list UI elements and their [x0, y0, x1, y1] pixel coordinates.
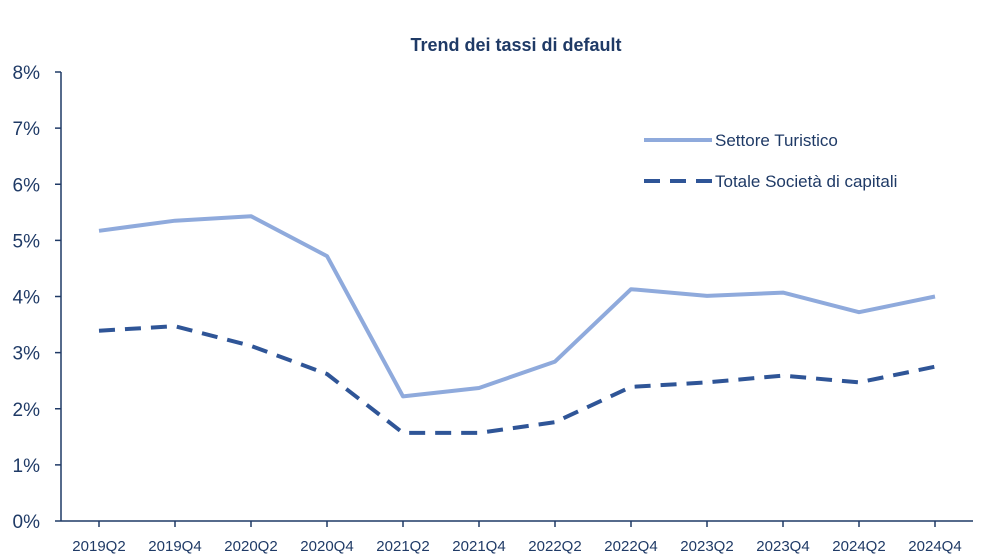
x-tick-label: 2021Q4 [452, 538, 505, 555]
x-tick-label: 2024Q4 [908, 538, 961, 555]
series-line-2 [98, 324, 936, 435]
series-lines [98, 214, 936, 435]
y-tick-label: 8% [13, 63, 41, 84]
y-axis-ticks: 0% 1% 2% 3% 4% 5% 6% 7% 8% [13, 63, 61, 533]
y-tick-label: 0% [13, 512, 41, 533]
y-tick-label: 5% [13, 231, 41, 252]
x-tick-label: 2022Q2 [528, 538, 581, 555]
x-tick-label: 2020Q4 [300, 538, 353, 555]
x-tick-label: 2019Q2 [72, 538, 125, 555]
x-tick-label: 2023Q4 [756, 538, 809, 555]
y-tick-label: 7% [13, 119, 41, 140]
legend: Settore Turistico Totale Società di capit… [644, 131, 897, 191]
x-tick-label: 2023Q2 [680, 538, 733, 555]
x-tick-label: 2021Q2 [376, 538, 429, 555]
chart-title: Trend dei tassi di default [410, 35, 621, 55]
x-tick-label: 2024Q2 [832, 538, 885, 555]
x-tick-label: 2022Q4 [604, 538, 657, 555]
y-tick-label: 3% [13, 344, 41, 365]
y-tick-label: 6% [13, 175, 41, 196]
x-tick-label: 2020Q2 [224, 538, 277, 555]
y-tick-label: 1% [13, 456, 41, 477]
series-line-1 [98, 214, 936, 399]
y-tick-label: 4% [13, 288, 41, 309]
legend-label: Settore Turistico [715, 131, 838, 150]
x-tick-label: 2019Q4 [148, 538, 201, 555]
y-tick-label: 2% [13, 400, 41, 421]
x-axis-ticks: 2019Q2 2019Q4 2020Q2 2020Q4 2021Q2 2021Q4 2022… [72, 521, 962, 555]
legend-label: Totale Società di capitali [715, 172, 897, 191]
